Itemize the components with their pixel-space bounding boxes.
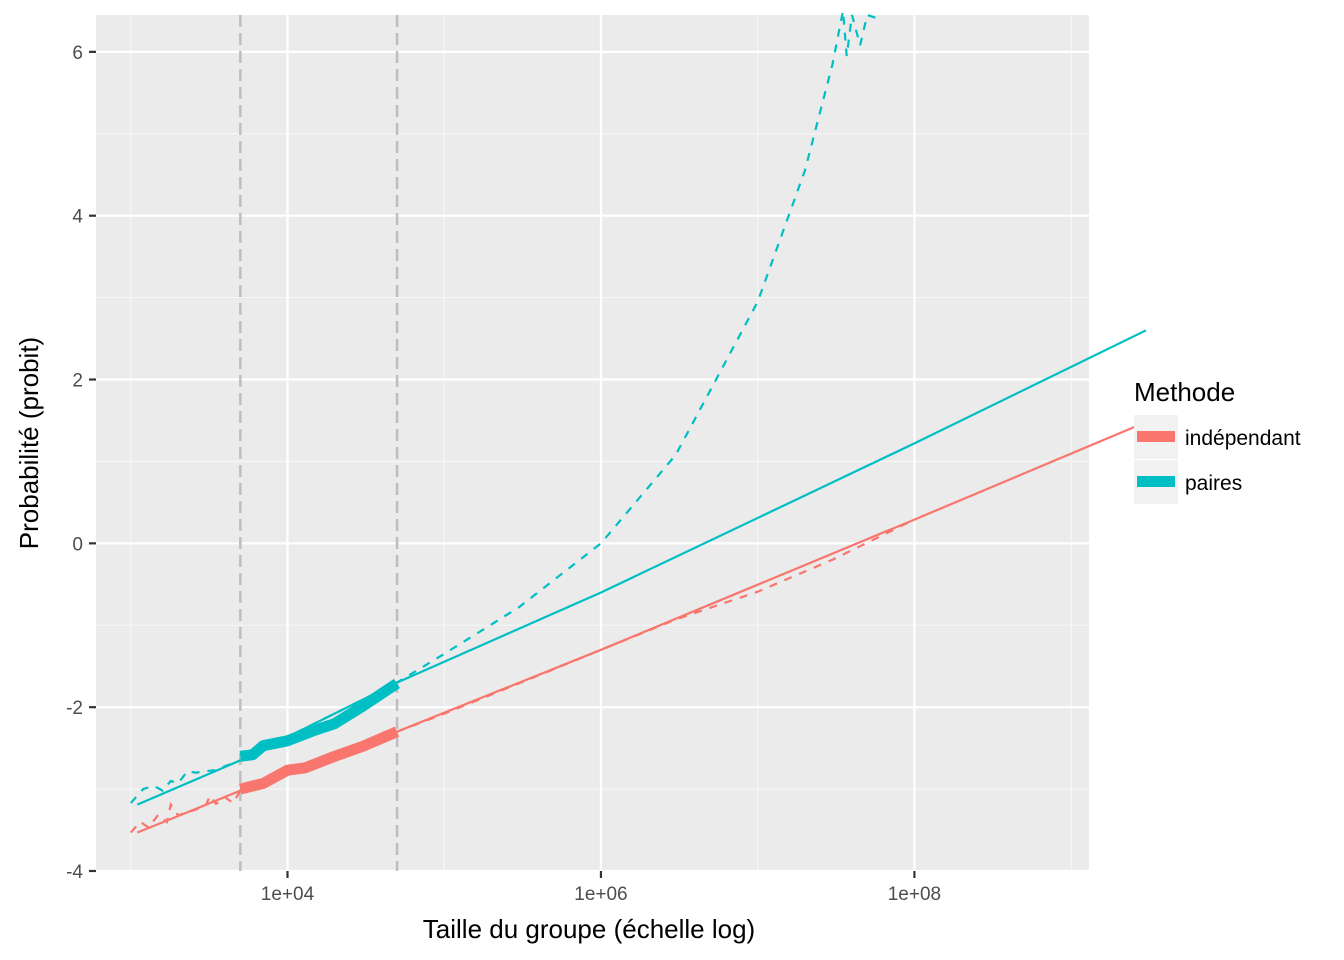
series-paires-dashed-line (129, 10, 880, 804)
y-tick-label: -4 (66, 862, 83, 883)
y-tick-label: 4 (72, 207, 83, 228)
x-tick-label: 1e+06 (574, 884, 627, 905)
x-tick-label: 1e+08 (888, 884, 941, 905)
x-axis-title: Taille du groupe (échelle log) (423, 914, 755, 944)
y-tick-label: 6 (72, 43, 83, 64)
major-gridlines (96, 15, 1089, 873)
reference-lines (239, 15, 399, 871)
y-axis: -4 -2 0 2 4 6 (66, 43, 96, 883)
series-layer (129, 10, 1147, 834)
legend-item-paires: paires (1134, 460, 1242, 504)
legend-swatch-paires (1137, 476, 1175, 487)
series-paires-observed-line (239, 678, 401, 762)
legend-label-independant: indépendant (1185, 427, 1301, 450)
y-tick-label: -2 (66, 698, 83, 719)
series-paires-fit-line (136, 329, 1147, 806)
y-tick-label: 2 (72, 371, 83, 392)
legend: Methode indépendant paires (1134, 377, 1301, 504)
series-independant-observed-line (238, 726, 400, 795)
legend-title: Methode (1134, 377, 1235, 407)
legend-label-paires: paires (1185, 472, 1242, 495)
x-tick-label: 1e+04 (261, 884, 315, 905)
legend-item-independant: indépendant (1134, 415, 1301, 459)
plot-panel (96, 15, 1089, 871)
legend-swatch-independant (1137, 431, 1175, 442)
y-tick-label: 0 (72, 534, 83, 555)
x-axis: 1e+04 1e+06 1e+08 (261, 871, 941, 905)
y-axis-title: Probabilité (probit) (14, 337, 44, 549)
